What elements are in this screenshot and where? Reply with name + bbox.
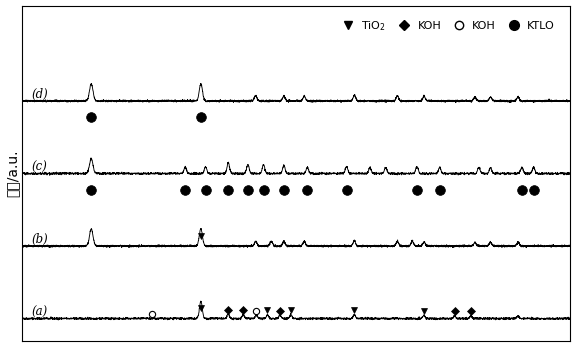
- Text: (a): (a): [32, 306, 48, 319]
- Text: (c): (c): [32, 161, 48, 174]
- Text: (b): (b): [32, 233, 48, 246]
- Text: (d): (d): [32, 88, 48, 101]
- Legend: TiO$_2$, KOH, KOH, KTLO: TiO$_2$, KOH, KOH, KTLO: [332, 15, 559, 37]
- Y-axis label: 强度/a.u.: 强度/a.u.: [6, 150, 20, 197]
